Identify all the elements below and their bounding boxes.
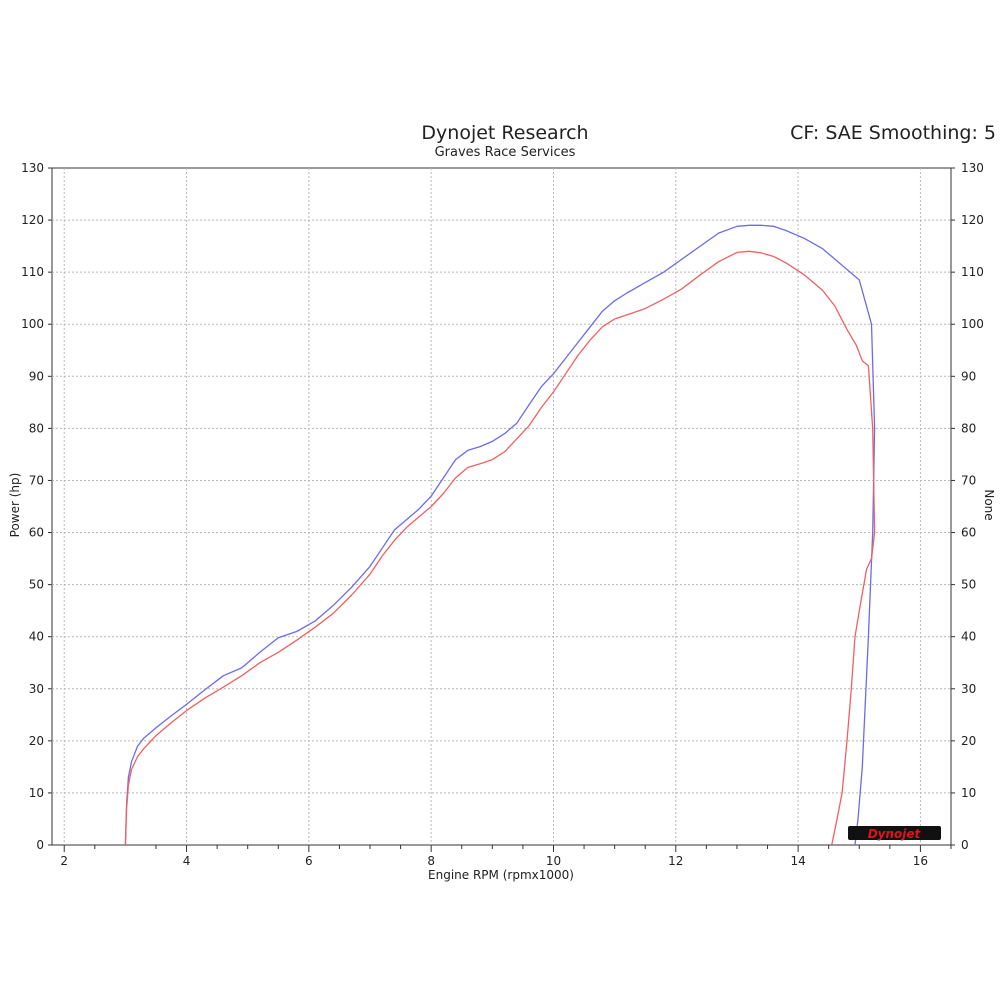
y-tick-label-left: 110 [21, 265, 44, 279]
y-tick-label-left: 120 [21, 213, 44, 227]
y-axis-label-right: None [982, 489, 996, 520]
dynojet-logo-text: Dynojet [868, 827, 922, 841]
y-tick-label-left: 90 [29, 369, 44, 383]
y-tick-label-left: 130 [21, 161, 44, 175]
power-curve-2 [124, 250, 876, 846]
dynojet-logo: Dynojet [848, 826, 941, 841]
y-tick-label-right: 70 [961, 473, 976, 487]
x-tick-label: 4 [183, 854, 191, 868]
power-curve-1 [124, 224, 876, 846]
y-tick-label-left: 50 [29, 578, 44, 592]
y-tick-label-left: 10 [29, 786, 44, 800]
y-tick-label-right: 50 [961, 578, 976, 592]
y-tick-label-left: 40 [29, 630, 44, 644]
y-tick-label-right: 30 [961, 682, 976, 696]
y-tick-label-right: 40 [961, 630, 976, 644]
x-axis-label: Engine RPM (rpmx1000) [428, 868, 574, 882]
chart-subtitle: Graves Race Services [434, 145, 576, 160]
y-tick-label-left: 20 [29, 734, 44, 748]
y-tick-label-right: 20 [961, 734, 976, 748]
y-axis-label-left: Power (hp) [8, 473, 22, 538]
y-tick-label-right: 90 [961, 369, 976, 383]
y-tick-label-left: 30 [29, 682, 44, 696]
y-tick-label-left: 100 [21, 317, 44, 331]
correction-factor-label: CF: SAE Smoothing: 5 [790, 122, 996, 144]
x-tick-label: 8 [427, 854, 435, 868]
y-tick-label-left: 0 [36, 838, 44, 852]
y-tick-label-left: 70 [29, 473, 44, 487]
plot-area [51, 167, 952, 846]
x-tick-label: 16 [913, 854, 928, 868]
x-tick-label: 12 [668, 854, 683, 868]
y-tick-label-left: 80 [29, 421, 44, 435]
y-tick-label-right: 0 [961, 838, 969, 852]
y-tick-label-right: 100 [961, 317, 984, 331]
x-tick-label: 10 [546, 854, 561, 868]
y-tick-label-right: 110 [961, 265, 984, 279]
x-tick-label: 14 [790, 854, 805, 868]
y-tick-label-right: 130 [961, 161, 984, 175]
y-tick-label-right: 80 [961, 421, 976, 435]
x-tick-label: 6 [305, 854, 313, 868]
y-tick-label-left: 60 [29, 526, 44, 540]
x-tick-label: 2 [60, 854, 68, 868]
y-tick-label-right: 10 [961, 786, 976, 800]
y-tick-label-right: 60 [961, 526, 976, 540]
chart-title: Dynojet Research [421, 122, 589, 144]
y-tick-label-right: 120 [961, 213, 984, 227]
